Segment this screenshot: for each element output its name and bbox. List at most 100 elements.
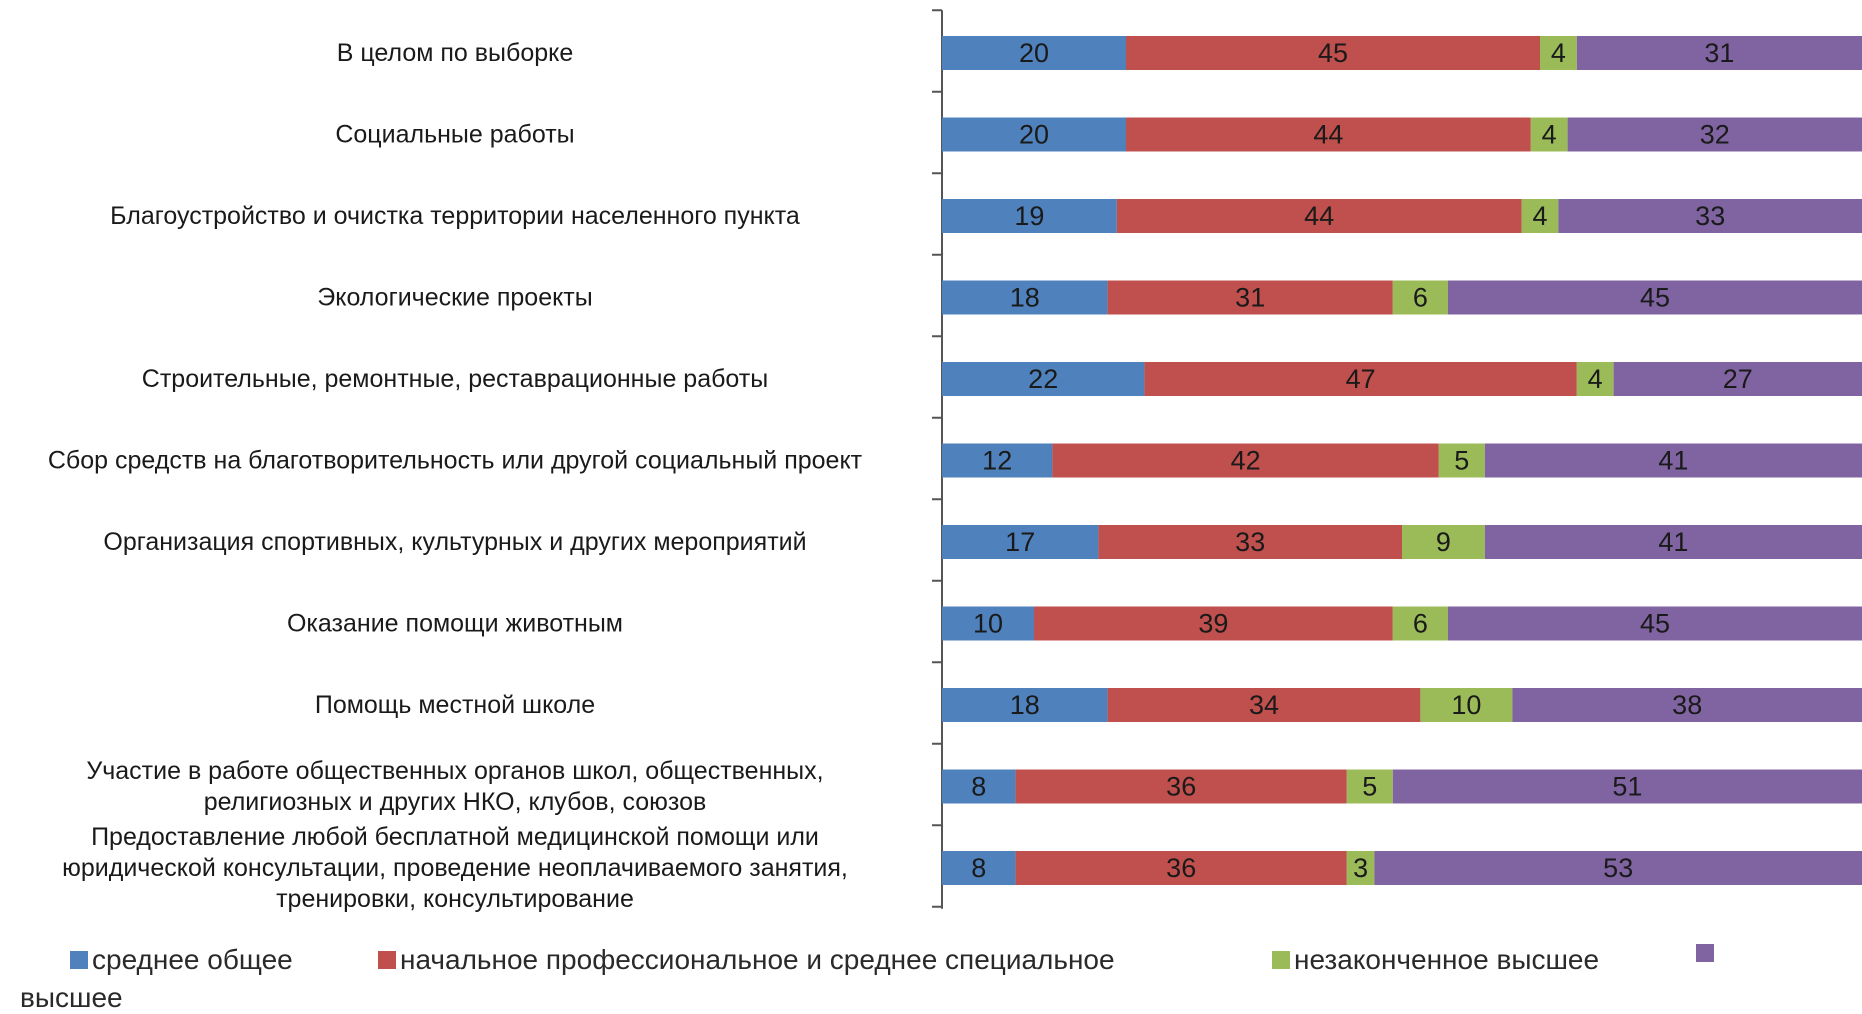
data-label-s2-c10: 3 xyxy=(1353,853,1368,883)
bar-segment-s2-c1 xyxy=(1530,117,1568,152)
bar-segment-s3-c3 xyxy=(1448,280,1862,315)
bar-segment-s1-c10 xyxy=(1015,851,1347,885)
category-label-6-line-0: Организация спортивных, культурных и дру… xyxy=(103,528,806,556)
bar-segment-s3-c6 xyxy=(1484,525,1862,559)
bar-segment-s1-c8 xyxy=(1107,688,1421,722)
bar-segment-s3-c10 xyxy=(1374,851,1862,885)
bar-segment-s1-c7 xyxy=(1034,606,1393,641)
bar-segment-s0-c6 xyxy=(942,525,1099,559)
data-label-s3-c5: 41 xyxy=(1658,446,1688,476)
bar-segment-s2-c6 xyxy=(1402,525,1485,559)
bar-segment-s0-c9 xyxy=(942,769,1016,804)
data-label-s3-c2: 33 xyxy=(1695,201,1725,231)
bar-segment-s3-c9 xyxy=(1392,769,1862,804)
data-label-s0-c3: 18 xyxy=(1010,283,1040,313)
data-label-s2-c9: 5 xyxy=(1362,772,1377,802)
data-label-s1-c2: 44 xyxy=(1304,201,1334,231)
bar-segment-s1-c3 xyxy=(1107,280,1393,315)
bar-segment-s2-c5 xyxy=(1438,443,1485,478)
category-labels: В целом по выборке Социальные работы Благо… xyxy=(48,39,863,913)
category-label-2-line-0: Благоустройство и очистка территории нас… xyxy=(110,202,800,230)
category-label-7-line-0: Оказание помощи животным xyxy=(287,610,623,638)
data-label-s1-c4: 47 xyxy=(1346,364,1376,394)
category-label-0-line-0: В целом по выборке xyxy=(337,39,574,67)
data-label-s1-c10: 36 xyxy=(1166,853,1196,883)
data-label-s1-c9: 36 xyxy=(1166,772,1196,802)
bar-segment-s0-c10 xyxy=(942,851,1016,885)
bar-segment-s2-c10 xyxy=(1346,851,1375,885)
bar-segment-s3-c7 xyxy=(1448,606,1862,641)
bar-segment-s0-c2 xyxy=(942,199,1117,233)
data-label-s0-c4: 22 xyxy=(1028,364,1058,394)
data-label-s1-c0: 45 xyxy=(1318,38,1348,68)
bar-segment-s1-c5 xyxy=(1052,443,1439,478)
data-label-s2-c0: 4 xyxy=(1551,38,1566,68)
bar-segment-s1-c2 xyxy=(1116,199,1522,233)
bar-segment-s2-c7 xyxy=(1392,606,1448,641)
data-label-s0-c5: 12 xyxy=(982,446,1012,476)
data-label-s1-c5: 42 xyxy=(1231,446,1261,476)
data-label-s1-c7: 39 xyxy=(1198,609,1228,639)
bar-segment-s1-c6 xyxy=(1098,525,1402,559)
bar-segment-s3-c5 xyxy=(1484,443,1862,478)
bar-segment-s2-c3 xyxy=(1392,280,1448,315)
category-label-1-line-0: Социальные работы xyxy=(335,121,574,149)
category-label-10-line-2: тренировки, консультирование xyxy=(276,885,634,913)
data-label-s3-c6: 41 xyxy=(1658,527,1688,557)
data-label-s3-c10: 53 xyxy=(1603,853,1633,883)
bar-segment-s0-c1 xyxy=(942,117,1126,152)
category-label-4-line-0: Строительные, ремонтные, реставрационные… xyxy=(142,365,768,393)
data-label-s1-c3: 31 xyxy=(1235,283,1265,313)
category-label-8-line-0: Помощь местной школе xyxy=(315,691,595,719)
category-label-10-line-0: Предоставление любой бесплатной медицинс… xyxy=(91,823,819,851)
bar-segment-s1-c9 xyxy=(1015,769,1347,804)
axis-layer xyxy=(932,9,943,909)
bar-segment-s2-c8 xyxy=(1420,688,1513,722)
bar-segment-s3-c1 xyxy=(1567,117,1862,152)
bar-segment-s0-c8 xyxy=(942,688,1108,722)
data-label-s0-c6: 17 xyxy=(1005,527,1035,557)
data-label-s0-c7: 10 xyxy=(973,609,1003,639)
category-label-10-line-1: юридической консультации, проведение нео… xyxy=(62,854,848,882)
bar-segment-s3-c2 xyxy=(1558,199,1862,233)
data-label-s3-c4: 27 xyxy=(1723,364,1753,394)
bar-segment-s2-c4 xyxy=(1576,362,1614,396)
category-label-3-line-0: Экологические проекты xyxy=(317,284,592,312)
data-label-s2-c6: 9 xyxy=(1436,527,1451,557)
data-label-s1-c1: 44 xyxy=(1313,120,1343,150)
data-label-s3-c1: 32 xyxy=(1700,120,1730,150)
bar-segment-s0-c3 xyxy=(942,280,1108,315)
bar-segment-s2-c9 xyxy=(1346,769,1393,804)
bar-segment-s0-c7 xyxy=(942,606,1034,641)
data-label-s1-c8: 34 xyxy=(1249,690,1279,720)
data-label-s0-c1: 20 xyxy=(1019,120,1049,150)
data-label-s2-c2: 4 xyxy=(1532,201,1547,231)
data-label-s2-c8: 10 xyxy=(1451,690,1481,720)
data-label-s0-c9: 8 xyxy=(971,772,986,802)
bar-segment-s3-c0 xyxy=(1576,36,1862,70)
data-label-s0-c10: 8 xyxy=(971,853,986,883)
data-label-s3-c8: 38 xyxy=(1672,690,1702,720)
bar-segment-s3-c4 xyxy=(1613,362,1862,396)
bar-segment-s2-c0 xyxy=(1540,36,1577,70)
bar-segment-s0-c0 xyxy=(942,36,1126,70)
category-label-9-line-0: Участие в работе общественных органов шк… xyxy=(86,757,823,785)
bar-segment-s0-c4 xyxy=(942,362,1145,396)
data-label-s3-c0: 31 xyxy=(1704,38,1734,68)
bar-segment-s1-c1 xyxy=(1126,117,1531,152)
bar-segment-s1-c4 xyxy=(1144,362,1577,396)
bar-segment-s0-c5 xyxy=(942,443,1053,478)
data-label-s2-c3: 6 xyxy=(1413,283,1428,313)
bar-segment-s1-c0 xyxy=(1126,36,1540,70)
bar-segment-s2-c2 xyxy=(1521,199,1559,233)
data-label-s0-c2: 19 xyxy=(1014,201,1044,231)
data-label-s0-c8: 18 xyxy=(1010,690,1040,720)
data-label-s2-c7: 6 xyxy=(1413,609,1428,639)
data-label-s2-c4: 4 xyxy=(1588,364,1603,394)
data-label-s3-c9: 51 xyxy=(1612,772,1642,802)
data-label-s1-c6: 33 xyxy=(1235,527,1265,557)
data-label-s2-c5: 5 xyxy=(1454,446,1469,476)
bar-segment-s3-c8 xyxy=(1512,688,1862,722)
